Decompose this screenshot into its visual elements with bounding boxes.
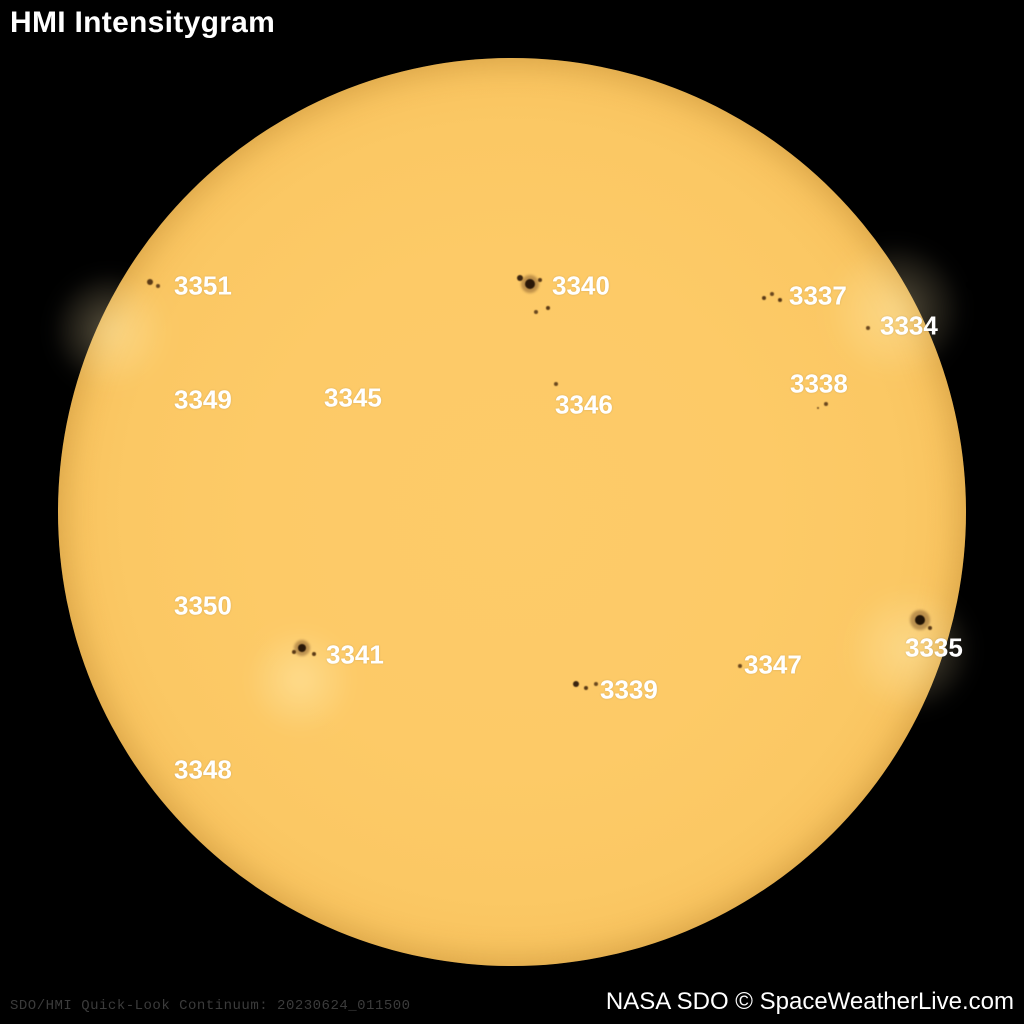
active-region-label: 333 [981,595,1024,626]
sun-disk [58,58,966,966]
attribution-text: NASA SDO © SpaceWeatherLive.com [606,988,1014,1016]
sunspot [534,310,538,314]
sun-intensitygram-stage: 3351 3340 3337 3344 3334 3349 3345 3346 3338 3350… [0,0,1024,1024]
sunspot [817,407,819,409]
sunspot [517,275,523,281]
sunspot [824,402,828,406]
sunspot [538,278,542,282]
sunspot [584,686,588,690]
sunspot [546,306,550,310]
sunspot [928,626,932,630]
sunspot [292,650,296,654]
sunspot [866,326,870,330]
active-region-label: 3335 [905,633,963,664]
sunspot [525,279,535,289]
instrument-timestamp: SDO/HMI Quick-Look Continuum: 20230624_0… [10,998,411,1014]
active-region-label: 3338 [790,369,848,400]
image-title: HMI Intensitygram [10,6,275,40]
sunspot [594,682,598,686]
active-region-label: 3337 [789,281,847,312]
sunspot [778,298,782,302]
sunspot [738,664,742,668]
active-region-label: 3345 [324,383,382,414]
sunspot [298,644,306,652]
active-region-label: 3340 [552,271,610,302]
active-region-label: 3341 [326,640,384,671]
sunspot [573,681,579,687]
active-region-label: 3346 [555,390,613,421]
active-region-label: 3334 [880,311,938,342]
active-region-label: 3344 [967,265,1024,296]
active-region-label: 3348 [174,755,232,786]
sunspot [554,382,558,386]
sunspot [156,284,160,288]
sunspot [770,292,774,296]
active-region-label: 3349 [174,385,232,416]
sunspot [147,279,153,285]
sunspot [762,296,766,300]
active-region-label: 3347 [744,650,802,681]
sunspot [915,615,925,625]
sunspot [312,652,316,656]
active-region-label: 3339 [600,675,658,706]
active-region-label: 3351 [174,271,232,302]
active-region-label: 3350 [174,591,232,622]
facula [50,270,170,390]
